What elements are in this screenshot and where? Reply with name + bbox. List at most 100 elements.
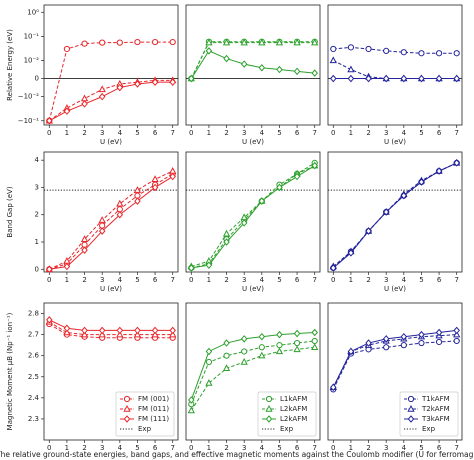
y-tick-label: 10⁰	[27, 8, 39, 16]
marker	[98, 92, 106, 101]
marker	[241, 348, 248, 355]
marker	[311, 343, 319, 350]
x-tick-label: 5	[419, 129, 423, 137]
marker	[382, 335, 390, 343]
marker	[275, 38, 284, 46]
marker	[116, 330, 124, 338]
x-tick-label: 1	[65, 444, 69, 452]
marker	[293, 339, 301, 347]
legend-label: T3kAFM	[421, 415, 450, 423]
marker	[276, 183, 283, 192]
marker	[80, 330, 89, 338]
y-tick-label: 10⁻²	[24, 56, 40, 64]
x-tick-label: 1	[349, 444, 353, 452]
series-line	[332, 334, 457, 388]
x-tick-label: 4	[260, 129, 265, 137]
x-tick-label: 0	[189, 129, 193, 137]
x-tick-label: 3	[100, 444, 104, 452]
x-tick-label: 5	[277, 276, 281, 284]
marker	[151, 38, 159, 46]
x-tick-label: 4	[118, 276, 123, 284]
y-tick-label: 2.7	[28, 331, 39, 339]
x-tick-label: 5	[135, 276, 139, 284]
x-tick-label: 5	[135, 444, 139, 452]
marker	[258, 332, 266, 341]
marker	[169, 78, 176, 86]
x-tick-label: 6	[437, 276, 442, 284]
legend-marker	[265, 415, 273, 423]
marker	[418, 339, 425, 347]
marker	[240, 335, 248, 343]
marker	[365, 339, 372, 347]
series-line	[48, 79, 173, 122]
y-tick-label: 10⁻¹	[24, 32, 40, 40]
marker	[169, 172, 176, 181]
marker	[329, 56, 337, 64]
x-tick-label: 2	[224, 276, 228, 284]
x-tick-label: 7	[312, 129, 316, 137]
marker	[276, 330, 283, 339]
marker	[418, 330, 425, 339]
plot-frame	[43, 151, 179, 273]
marker	[98, 216, 106, 223]
legend-marker	[123, 404, 131, 412]
marker	[330, 45, 337, 53]
marker	[240, 219, 248, 227]
x-tick-label: 7	[170, 276, 174, 284]
series-line	[191, 165, 315, 268]
marker	[81, 326, 88, 335]
marker	[382, 208, 390, 216]
legend-marker	[123, 395, 131, 403]
marker	[223, 238, 230, 246]
x-tick-label: 2	[82, 276, 86, 284]
marker	[187, 406, 195, 414]
marker	[205, 261, 213, 269]
marker	[453, 326, 460, 335]
y-axis-label: Relative Energy (eV)	[6, 29, 14, 101]
plot-frame	[327, 4, 463, 126]
x-tick-label: 5	[419, 444, 423, 452]
y-tick-label: 2.8	[28, 310, 39, 318]
marker	[169, 167, 177, 174]
marker	[205, 347, 213, 356]
series-line	[191, 162, 315, 269]
marker	[63, 328, 71, 336]
x-tick-label: 7	[312, 444, 316, 452]
legend-marker	[265, 404, 273, 412]
x-tick-label: 4	[402, 276, 407, 284]
marker	[81, 246, 88, 254]
marker	[258, 197, 266, 205]
legend-label: T2kAFM	[421, 405, 450, 413]
legend-marker	[407, 415, 415, 423]
legend-label: Exp	[138, 425, 152, 433]
x-tick-label: 0	[189, 444, 193, 452]
marker	[240, 357, 248, 365]
y-tick-label: 2	[35, 211, 39, 219]
legend-label: L1kAFM	[280, 395, 307, 403]
x-tick-label: 0	[47, 129, 51, 137]
x-tick-label: 1	[207, 129, 211, 137]
marker	[453, 159, 460, 167]
legend-marker	[265, 395, 273, 403]
marker	[453, 50, 460, 57]
marker	[205, 47, 213, 55]
marker	[240, 38, 248, 46]
marker	[151, 175, 159, 182]
marker	[188, 264, 195, 272]
x-tick-label: 6	[295, 444, 300, 452]
x-tick-label: 2	[366, 129, 370, 137]
marker	[347, 65, 355, 73]
marker	[293, 329, 301, 338]
marker	[311, 337, 318, 345]
marker	[400, 74, 408, 83]
x-axis-label: U (eV)	[242, 285, 264, 293]
series-line	[190, 346, 315, 411]
marker	[330, 383, 337, 392]
marker	[418, 50, 425, 57]
marker	[435, 328, 443, 337]
marker	[134, 326, 141, 335]
x-tick-label: 3	[100, 276, 104, 284]
x-tick-label: 2	[82, 444, 86, 452]
x-tick-label: 0	[331, 276, 335, 284]
marker	[222, 364, 231, 372]
